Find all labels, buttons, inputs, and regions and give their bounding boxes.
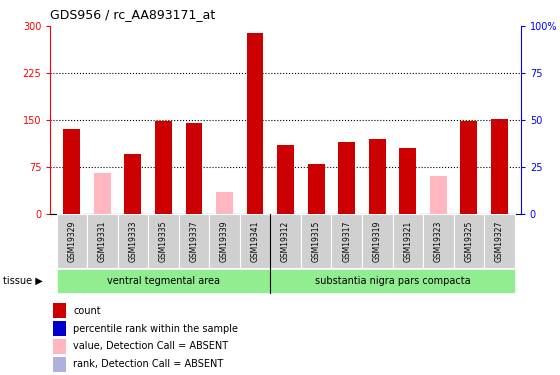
Text: GDS956 / rc_AA893171_at: GDS956 / rc_AA893171_at bbox=[50, 8, 216, 21]
Text: GSM19321: GSM19321 bbox=[403, 220, 412, 262]
Bar bbox=[491, 119, 508, 214]
Text: GSM19341: GSM19341 bbox=[250, 220, 259, 262]
Bar bbox=[209, 214, 240, 268]
Bar bbox=[53, 303, 66, 318]
Text: GSM19317: GSM19317 bbox=[342, 220, 351, 262]
Text: percentile rank within the sample: percentile rank within the sample bbox=[73, 324, 238, 333]
Text: ventral tegmental area: ventral tegmental area bbox=[107, 276, 220, 286]
Text: value, Detection Call = ABSENT: value, Detection Call = ABSENT bbox=[73, 342, 228, 351]
Text: GSM19335: GSM19335 bbox=[159, 220, 168, 262]
Bar bbox=[308, 164, 325, 214]
Bar bbox=[423, 214, 454, 268]
Bar bbox=[124, 154, 141, 214]
Bar bbox=[63, 129, 80, 214]
Text: tissue ▶: tissue ▶ bbox=[3, 276, 43, 286]
Bar bbox=[369, 139, 386, 214]
Text: GSM19325: GSM19325 bbox=[464, 220, 473, 262]
Bar bbox=[454, 214, 484, 268]
Text: substantia nigra pars compacta: substantia nigra pars compacta bbox=[315, 276, 470, 286]
Bar bbox=[94, 173, 111, 214]
Bar bbox=[53, 357, 66, 372]
Bar bbox=[270, 269, 515, 293]
Bar bbox=[57, 269, 270, 293]
Text: GSM19339: GSM19339 bbox=[220, 220, 229, 262]
Bar bbox=[399, 148, 416, 214]
Bar bbox=[270, 214, 301, 268]
Bar bbox=[301, 214, 332, 268]
Text: count: count bbox=[73, 306, 101, 315]
Text: GSM19323: GSM19323 bbox=[434, 220, 443, 262]
Bar bbox=[338, 142, 355, 214]
Bar bbox=[57, 214, 87, 268]
Text: GSM19327: GSM19327 bbox=[495, 220, 504, 262]
Bar bbox=[118, 214, 148, 268]
Bar bbox=[332, 214, 362, 268]
Text: GSM19337: GSM19337 bbox=[189, 220, 198, 262]
Bar bbox=[484, 214, 515, 268]
Bar bbox=[53, 339, 66, 354]
Bar bbox=[362, 214, 393, 268]
Bar bbox=[87, 214, 118, 268]
Text: GSM19315: GSM19315 bbox=[312, 220, 321, 262]
Text: GSM19312: GSM19312 bbox=[281, 220, 290, 262]
Text: rank, Detection Call = ABSENT: rank, Detection Call = ABSENT bbox=[73, 360, 223, 369]
Text: GSM19331: GSM19331 bbox=[98, 220, 107, 262]
Bar bbox=[246, 33, 263, 214]
Text: GSM19319: GSM19319 bbox=[373, 220, 382, 262]
Bar bbox=[155, 121, 172, 214]
Bar bbox=[430, 176, 447, 214]
Bar bbox=[148, 214, 179, 268]
Bar bbox=[185, 123, 202, 214]
Bar bbox=[179, 214, 209, 268]
Bar bbox=[216, 192, 233, 214]
Text: GSM19333: GSM19333 bbox=[128, 220, 137, 262]
Text: GSM19329: GSM19329 bbox=[67, 220, 76, 262]
Bar bbox=[240, 214, 270, 268]
Bar bbox=[53, 321, 66, 336]
Bar bbox=[277, 145, 294, 214]
Bar bbox=[460, 121, 477, 214]
Bar bbox=[393, 214, 423, 268]
